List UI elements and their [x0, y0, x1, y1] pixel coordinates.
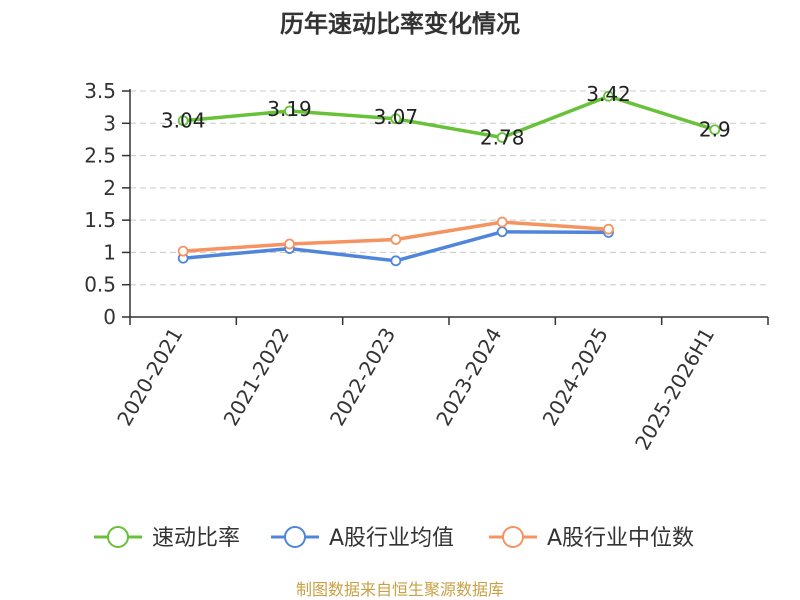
- data-point: [603, 223, 614, 235]
- legend-marker: [107, 526, 129, 548]
- data-point: [603, 90, 614, 102]
- series-line-0: [181, 94, 717, 140]
- data-label: 3.42: [586, 82, 631, 106]
- data-label: 2.9: [699, 118, 731, 142]
- y-tick-label: 1.5: [84, 208, 116, 232]
- y-tick-label: 3: [103, 111, 116, 135]
- y-tick-label: 2: [103, 176, 116, 200]
- grid-lines: [130, 90, 768, 286]
- data-point: [496, 216, 508, 228]
- data-point: [390, 113, 402, 125]
- data-label: 2.78: [480, 125, 525, 149]
- data-point: [496, 132, 508, 143]
- series-group: [177, 90, 721, 267]
- data-point: [284, 105, 295, 117]
- data-point: [177, 245, 189, 257]
- data-labels: 3.04 3.19 3.07 2.78 3.42 2.9: [161, 82, 731, 149]
- legend-label: A股行业均值: [329, 526, 454, 551]
- y-tick-label: 0.5: [84, 273, 116, 297]
- data-point: [177, 115, 189, 127]
- x-tick-label: 2025-2026H1: [630, 324, 719, 454]
- legend-label: 速动比率: [152, 526, 240, 551]
- legend-marker: [502, 526, 524, 548]
- x-tick-label: 2024-2025: [538, 324, 613, 430]
- x-tick-label: 2021-2022: [219, 324, 294, 430]
- x-axis-ticks: 2020-2021 2021-2022 2022-2023 2023-2024 2024…: [112, 317, 769, 454]
- legend-label: A股行业中位数: [547, 526, 694, 551]
- source-note: 制图数据来自恒生聚源数据库: [296, 580, 504, 599]
- y-axis-ticks: 0 0.5 1 1.5 2 2.5 3 3.5: [84, 79, 130, 329]
- y-tick-label: 1: [103, 240, 116, 264]
- legend-marker: [284, 526, 306, 548]
- data-point: [390, 255, 402, 267]
- legend: 速动比率 A股行业均值 A股行业中位数: [94, 526, 694, 551]
- data-label: 3.04: [161, 109, 206, 133]
- y-tick-label: 0: [103, 305, 116, 329]
- data-label: 3.07: [374, 105, 419, 129]
- data-point: [709, 124, 721, 136]
- data-label: 3.19: [267, 97, 312, 121]
- data-point: [284, 238, 295, 250]
- y-tick-label: 3.5: [84, 79, 116, 103]
- x-tick-label: 2023-2024: [431, 323, 506, 429]
- x-tick-label: 2022-2023: [325, 324, 400, 430]
- data-point: [390, 234, 402, 245]
- chart-title: 历年速动比率变化情况: [280, 10, 520, 38]
- y-tick-label: 2.5: [84, 144, 116, 168]
- data-point: [496, 226, 508, 238]
- x-tick-label: 2020-2021: [112, 324, 187, 430]
